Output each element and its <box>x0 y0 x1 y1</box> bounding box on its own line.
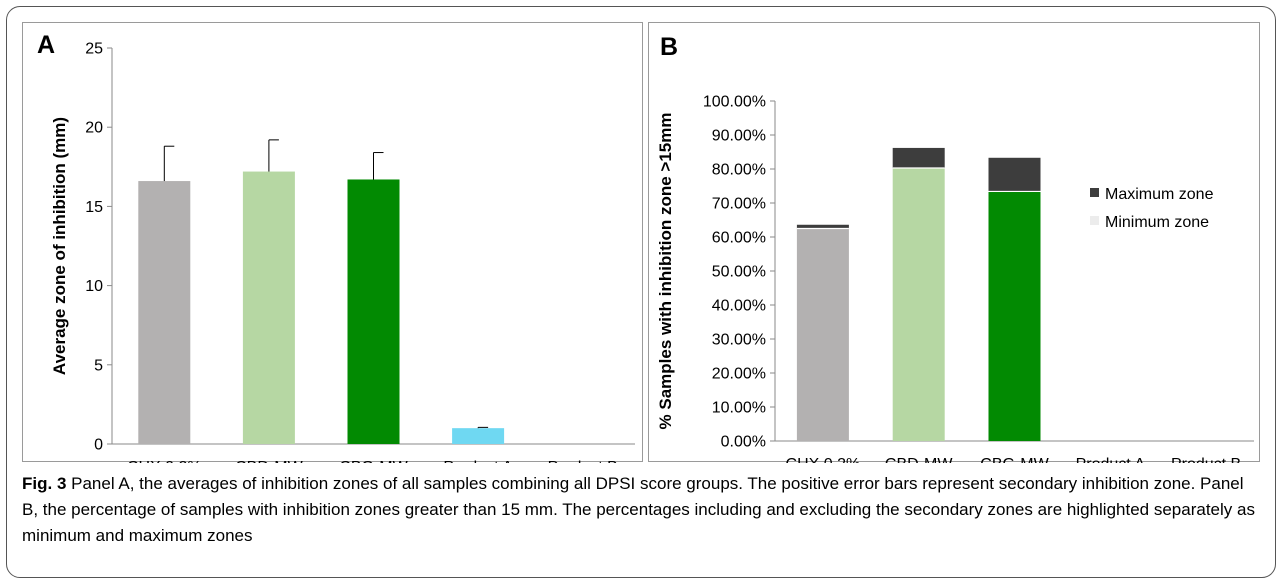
x-tick-label: CBD-MW <box>235 459 303 463</box>
y-tick-label: 0 <box>94 437 103 454</box>
bar <box>242 171 295 444</box>
panel-a-chart: A 0 5 10 15 20 25 Average zone of inhibition (m… <box>22 22 643 476</box>
x-tick-label: CBD-MW <box>885 456 953 463</box>
bar-minimum-zone <box>796 228 849 441</box>
y-tick-label: 25 <box>85 41 103 58</box>
panel-label: B <box>660 33 678 61</box>
bar-maximum-zone <box>796 224 849 229</box>
legend-label: Maximum zone <box>1105 186 1214 203</box>
bar-maximum-zone <box>892 147 945 168</box>
bar-minimum-zone <box>988 191 1041 441</box>
y-tick-label: 20 <box>85 120 103 137</box>
bar-minimum-zone <box>892 167 945 442</box>
y-tick-label: 10.00% <box>712 400 766 417</box>
x-tick-label: CBG-MW <box>339 459 408 463</box>
y-tick-label: 100.00% <box>703 94 766 111</box>
y-tick-label: 90.00% <box>712 128 766 145</box>
x-tick-label: CHX 0.2% <box>127 459 202 463</box>
caption-text: Panel A, the averages of inhibition zone… <box>22 474 1255 545</box>
bar <box>138 181 191 444</box>
y-axis-title: Average zone of inhibition (mm) <box>50 117 69 375</box>
x-tick-label: CHX 0.2% <box>786 456 861 463</box>
x-tick-label: Product A <box>1076 456 1146 463</box>
legend-swatch <box>1090 216 1099 225</box>
legend-label: Minimum zone <box>1105 214 1209 231</box>
y-tick-label: 80.00% <box>712 162 766 179</box>
panel-label: A <box>37 31 55 59</box>
y-tick-label: 60.00% <box>712 230 766 247</box>
bar <box>347 179 400 445</box>
x-tick-label: CBG-MW <box>980 456 1049 463</box>
x-tick-label: Product B <box>1171 456 1241 463</box>
x-tick-label: Product A <box>443 459 513 463</box>
y-tick-label: 15 <box>85 199 103 216</box>
y-axis-title: % Samples with inhibition zone >15mm <box>656 113 675 430</box>
y-tick-label: 40.00% <box>712 298 766 315</box>
y-tick-label: 0.00% <box>721 434 766 451</box>
y-tick-label: 10 <box>85 278 103 295</box>
y-tick-label: 30.00% <box>712 332 766 349</box>
caption-label: Fig. 3 <box>22 474 67 493</box>
bar-maximum-zone <box>988 157 1041 192</box>
x-tick-label: Product B <box>548 459 618 463</box>
y-tick-label: 20.00% <box>712 366 766 383</box>
y-tick-label: 50.00% <box>712 264 766 281</box>
legend-swatch <box>1090 188 1099 197</box>
panel-a-svg: A 0 5 10 15 20 25 Average zone of inhibition (m… <box>37 31 635 476</box>
bar <box>452 428 505 444</box>
panel-b-chart: B 0.00% 10.00% 20.00% 30.00% 40.00% 50.00% 60.0… <box>648 22 1260 473</box>
y-tick-label: 70.00% <box>712 196 766 213</box>
panel-b-svg: B 0.00% 10.00% 20.00% 30.00% 40.00% 50.00% 60.0… <box>656 33 1254 473</box>
figure-frame <box>6 6 1276 578</box>
figure-caption: Fig. 3 Panel A, the averages of inhibiti… <box>22 471 1262 549</box>
y-tick-label: 5 <box>94 357 103 374</box>
